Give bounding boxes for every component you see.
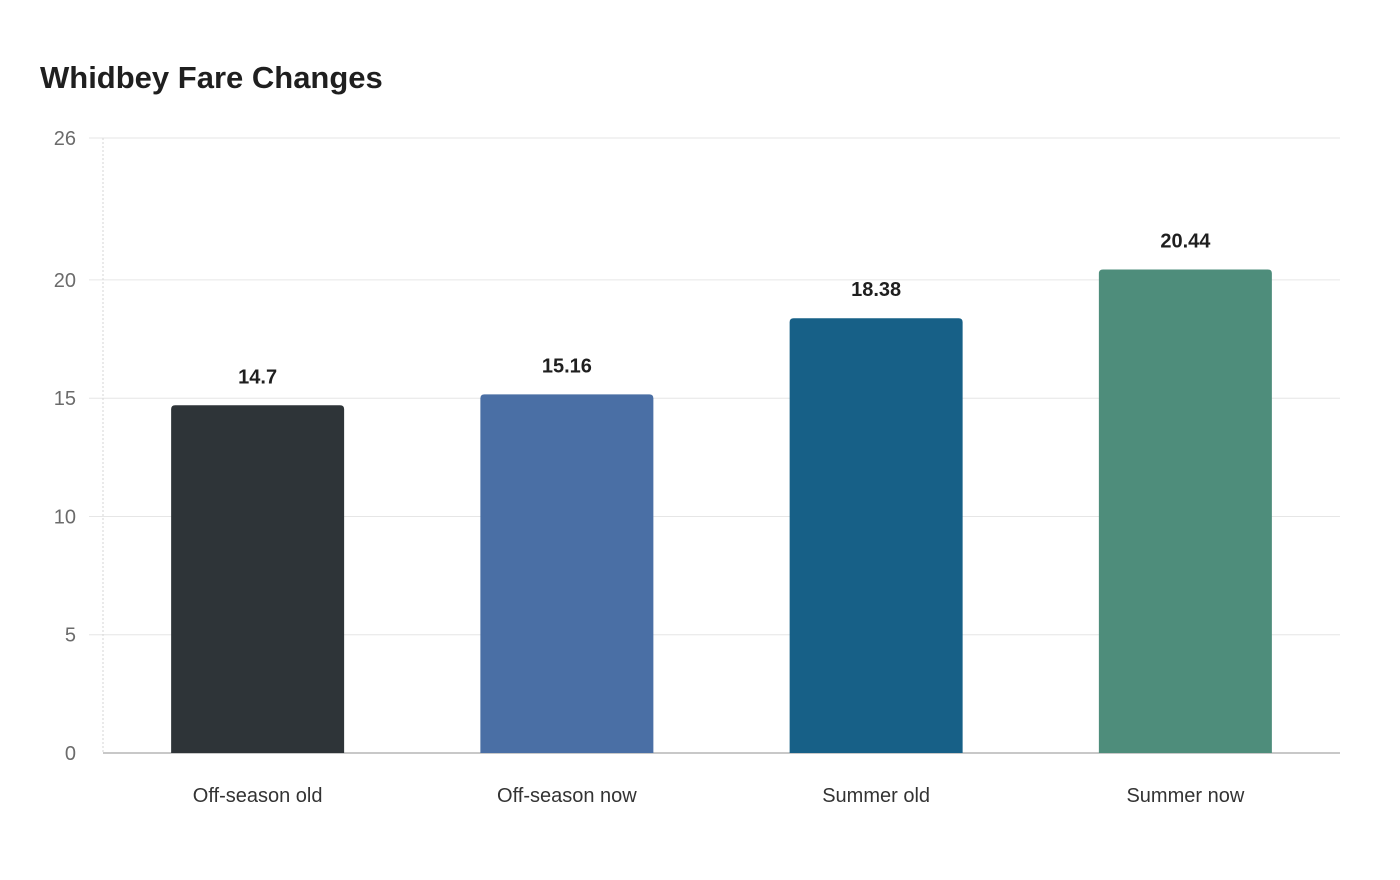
- category-label: Summer now: [1126, 785, 1244, 807]
- category-label: Off-season old: [193, 785, 323, 807]
- y-tick-label: 15: [54, 388, 76, 410]
- y-tick-label: 26: [54, 128, 76, 150]
- y-tick-label: 20: [54, 270, 76, 292]
- bar: [789, 318, 963, 753]
- bars: [171, 269, 1272, 753]
- data-label: 15.16: [542, 355, 592, 377]
- category-label: Summer old: [822, 785, 930, 807]
- y-tick-label: 10: [54, 506, 76, 528]
- data-label: 20.44: [1160, 231, 1211, 253]
- y-tick-label: 0: [65, 743, 76, 765]
- data-label: 14.7: [238, 366, 277, 388]
- y-tick-label: 5: [65, 625, 76, 647]
- category-label: Off-season now: [497, 785, 637, 807]
- chart-title: Whidbey Fare Changes: [40, 60, 383, 95]
- data-labels: 14.7 15.16 18.38 20.44: [238, 231, 1211, 389]
- data-label: 18.38: [851, 279, 901, 301]
- y-tick-labels: 0 5 10 15 20 26: [54, 128, 76, 765]
- category-labels: Off-season old Off-season now Summer old Su…: [193, 785, 1245, 807]
- bar: [480, 394, 654, 753]
- bar: [171, 405, 345, 753]
- bar: [1098, 269, 1272, 753]
